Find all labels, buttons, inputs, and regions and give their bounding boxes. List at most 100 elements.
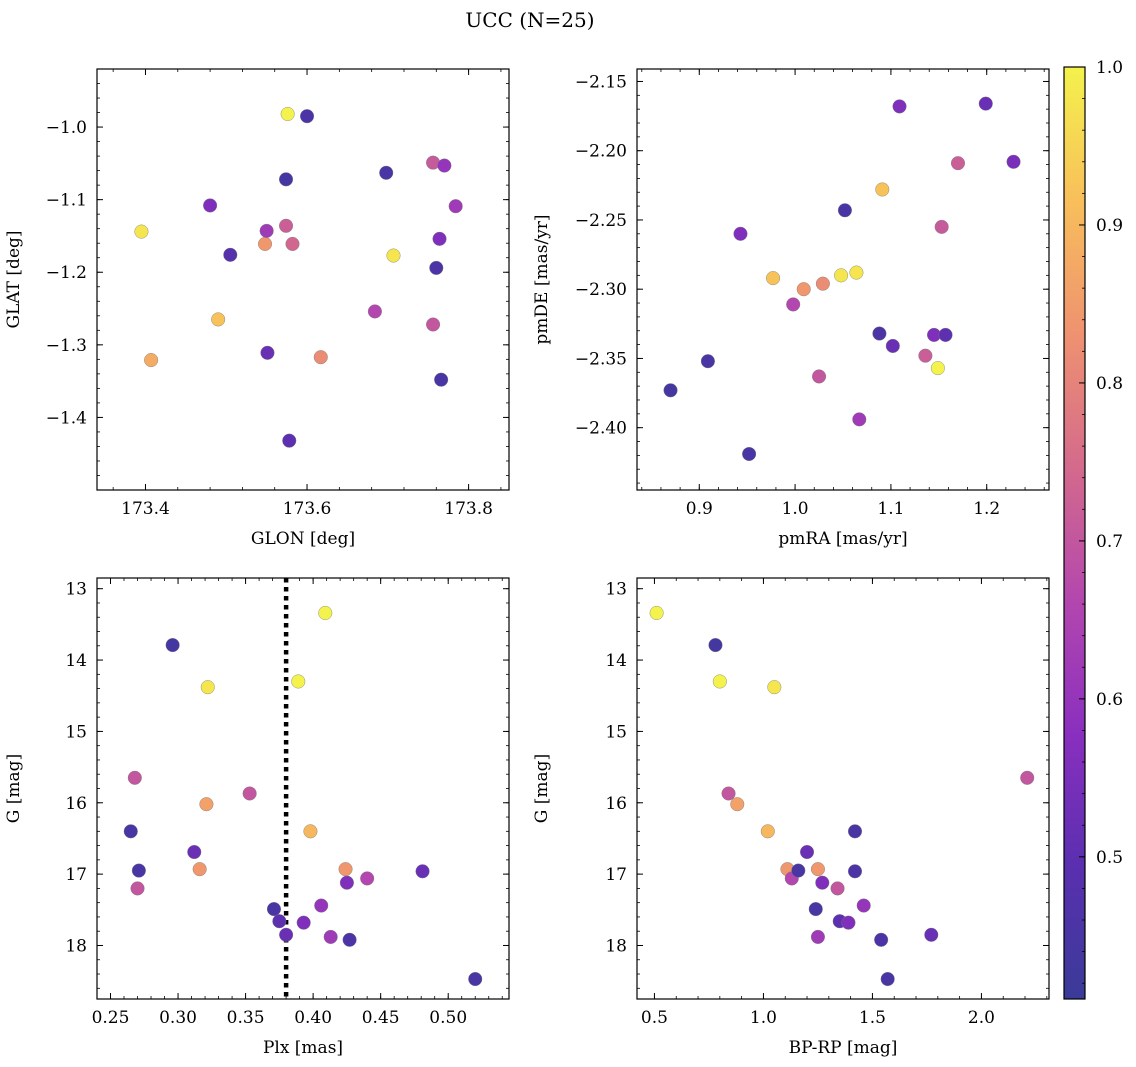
y-tick-label: −2.15 (575, 72, 627, 92)
scatter-point (415, 864, 430, 879)
y-tick-label: −2.30 (575, 280, 627, 300)
y-tick-label: 15 (605, 722, 627, 742)
y-tick-label: 17 (65, 865, 87, 885)
scatter-point (663, 383, 678, 398)
colorbar: 0.5 0.6 0.7 0.8 0.9 1.0 (1063, 58, 1123, 1000)
y-tick-label: −2.40 (575, 419, 627, 439)
x-tick-label: 0.50 (429, 1008, 467, 1028)
scatter-point (847, 824, 862, 839)
x-tick-label: 1.0 (782, 499, 809, 519)
y-tick-label: 14 (605, 651, 627, 671)
scatter-point (767, 680, 782, 695)
chart-glon-glat: 173.4 173.6 173.8 −1.0 −1.1 −1.2 −1.3 −1.4 GLON … (4, 68, 510, 549)
y-tick-label: −1.0 (46, 118, 87, 138)
scatter-point (733, 226, 748, 241)
scatter-point (760, 824, 775, 839)
x-tick-label: 0.30 (159, 1008, 197, 1028)
scatter-point (134, 224, 149, 239)
x-axis-label: pmRA [mas/yr] (778, 529, 907, 549)
scatter-point (313, 350, 328, 365)
scatter-point (318, 605, 333, 620)
scatter-point (429, 260, 444, 275)
colorbar-gradient (1063, 66, 1086, 1000)
y-tick-label: −1.4 (46, 408, 87, 428)
scatter-point (721, 786, 736, 801)
scatter-point (796, 282, 811, 297)
scatter-point (130, 881, 145, 896)
x-tick-label: 173.6 (283, 499, 332, 519)
scatter-point (434, 372, 449, 387)
scatter-point (468, 972, 483, 987)
scatter-point (812, 369, 827, 384)
y-tick-label: 17 (605, 865, 627, 885)
scatter-point (165, 638, 180, 653)
plot-frame (636, 577, 1050, 1000)
scatter-point (131, 863, 146, 878)
scatter-point (379, 165, 394, 180)
chart-bprp-g: 0.5 1.0 1.5 2.0 13 14 15 16 17 18 BP-RP [mag] G [ma… (532, 577, 1050, 1058)
x-tick-label: 0.9 (686, 499, 713, 519)
scatter-point (296, 915, 311, 930)
x-tick-label: 0.25 (92, 1008, 130, 1028)
colorbar-tick-label: 0.6 (1096, 690, 1123, 710)
scatter-point (978, 96, 993, 111)
scatter-point (849, 265, 864, 280)
y-axis-label: G [mag] (532, 754, 552, 823)
scatter-point (834, 268, 849, 283)
y-tick-label: 13 (605, 580, 627, 600)
scatter-point (437, 158, 452, 173)
x-tick-label: 0.35 (227, 1008, 265, 1028)
x-axis-label: BP-RP [mag] (789, 1038, 898, 1058)
x-tick-label: 0.5 (641, 1008, 668, 1028)
scatter-point (791, 863, 806, 878)
x-tick-label: 1.2 (973, 499, 1000, 519)
scatter-point (279, 927, 294, 942)
scatter-point (815, 276, 830, 291)
y-tick-label: −2.35 (575, 349, 627, 369)
scatter-point (885, 338, 900, 353)
x-tick-label: 173.8 (444, 499, 493, 519)
scatter-point (875, 182, 890, 197)
y-axis-label: pmDE [mas/yr] (532, 214, 552, 344)
scatter-point (649, 605, 664, 620)
y-tick-label: 14 (65, 651, 87, 671)
y-tick-label: 15 (65, 722, 87, 742)
colorbar-tick-label: 0.9 (1096, 216, 1123, 236)
scatter-point (1020, 770, 1035, 785)
scatter-point (144, 353, 159, 368)
scatter-point (242, 786, 257, 801)
scatter-point (123, 824, 138, 839)
y-tick-label: 18 (65, 936, 87, 956)
scatter-point (211, 312, 226, 327)
scatter-point (786, 297, 801, 312)
scatter-point (918, 348, 933, 363)
scatter-point (874, 932, 889, 947)
scatter-point (192, 862, 207, 877)
x-axis-label: GLON [deg] (251, 529, 355, 549)
scatter-point (338, 862, 353, 877)
scatter-point (279, 172, 294, 187)
scatter-point (367, 304, 382, 319)
scatter-point (426, 317, 441, 332)
plot-frame (96, 68, 510, 491)
y-tick-label: 16 (605, 794, 627, 814)
scatter-point (280, 107, 295, 122)
scatter-point (837, 203, 852, 218)
scatter-point (258, 236, 273, 251)
colorbar-tick-label: 1.0 (1096, 58, 1123, 78)
scatter-point (303, 824, 318, 839)
scatter-point (127, 770, 142, 785)
x-tick-label: 1.1 (877, 499, 904, 519)
scatter-point (300, 109, 315, 124)
colorbar-tick-label: 0.7 (1096, 532, 1123, 552)
scatter-point (314, 898, 329, 913)
scatter-point (810, 862, 825, 877)
scatter-point (342, 932, 357, 947)
scatter-point (323, 929, 338, 944)
scatter-point (266, 902, 281, 917)
scatter-point (187, 845, 202, 860)
scatter-point (742, 446, 757, 461)
y-tick-label: 16 (65, 794, 87, 814)
x-axis-label: Plx [mas] (263, 1038, 343, 1058)
x-tick-label: 0.45 (362, 1008, 400, 1028)
